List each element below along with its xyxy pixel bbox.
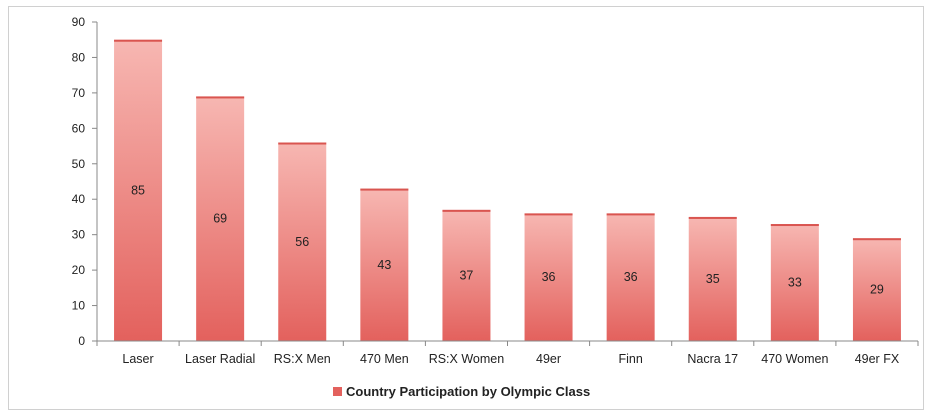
bar — [852, 238, 901, 341]
bar — [278, 142, 327, 341]
y-tick-label: 70 — [72, 86, 86, 100]
x-tick-label: Laser — [122, 352, 153, 366]
x-tick-label: Finn — [618, 352, 642, 366]
data-label: 36 — [542, 270, 556, 284]
x-tick-label: 470 Women — [761, 352, 828, 366]
x-tick-label: Nacra 17 — [687, 352, 738, 366]
bar-top-edge — [524, 213, 573, 216]
bar — [770, 224, 819, 341]
y-tick-label: 80 — [72, 50, 86, 64]
bar-top-edge — [770, 224, 819, 227]
legend: Country Participation by Olympic Class — [333, 384, 590, 399]
y-tick-label: 90 — [72, 15, 86, 29]
x-tick-label: RS:X Men — [274, 352, 331, 366]
data-label: 56 — [295, 235, 309, 249]
bar — [524, 213, 573, 341]
data-label: 36 — [624, 270, 638, 284]
bar-top-edge — [606, 213, 655, 216]
x-tick-label: Laser Radial — [185, 352, 255, 366]
data-label: 35 — [706, 272, 720, 286]
y-tick-label: 0 — [78, 334, 85, 348]
bar-top-edge — [852, 238, 901, 241]
data-label: 69 — [213, 212, 227, 226]
y-tick-label: 30 — [72, 228, 86, 242]
bar-top-edge — [114, 39, 163, 42]
bar-top-edge — [688, 216, 737, 219]
bar — [196, 96, 245, 341]
bars: 85 69 56 43 37 36 36 35 33 29 — [114, 39, 901, 341]
y-tick-label: 50 — [72, 157, 86, 171]
x-axis: Laser Laser Radial RS:X Men 470 Men RS:X Wom… — [96, 340, 919, 366]
data-label: 43 — [377, 258, 391, 272]
x-tick-label: RS:X Women — [429, 352, 505, 366]
bar — [688, 216, 737, 341]
bar-top-edge — [196, 96, 245, 99]
bar — [606, 213, 655, 341]
bar-top-edge — [442, 209, 491, 212]
bar — [442, 209, 491, 341]
bar-top-edge — [360, 188, 409, 191]
data-label: 37 — [459, 268, 473, 282]
legend-label: Country Participation by Olympic Class — [346, 384, 590, 399]
x-tick-label: 49er FX — [855, 352, 900, 366]
data-label: 29 — [870, 283, 884, 297]
y-tick-label: 10 — [72, 299, 86, 313]
bar — [360, 188, 409, 341]
legend-swatch — [333, 387, 342, 396]
y-tick-label: 20 — [72, 263, 86, 277]
y-tick-label: 40 — [72, 192, 86, 206]
x-tick-label: 49er — [536, 352, 561, 366]
x-tick-label: 470 Men — [360, 352, 409, 366]
y-tick-label: 60 — [72, 121, 86, 135]
y-axis: 0 10 20 30 40 50 60 70 80 90 — [72, 15, 98, 348]
data-label: 33 — [788, 276, 802, 290]
bar — [114, 39, 163, 341]
data-label: 85 — [131, 183, 145, 197]
bar-top-edge — [278, 142, 327, 145]
